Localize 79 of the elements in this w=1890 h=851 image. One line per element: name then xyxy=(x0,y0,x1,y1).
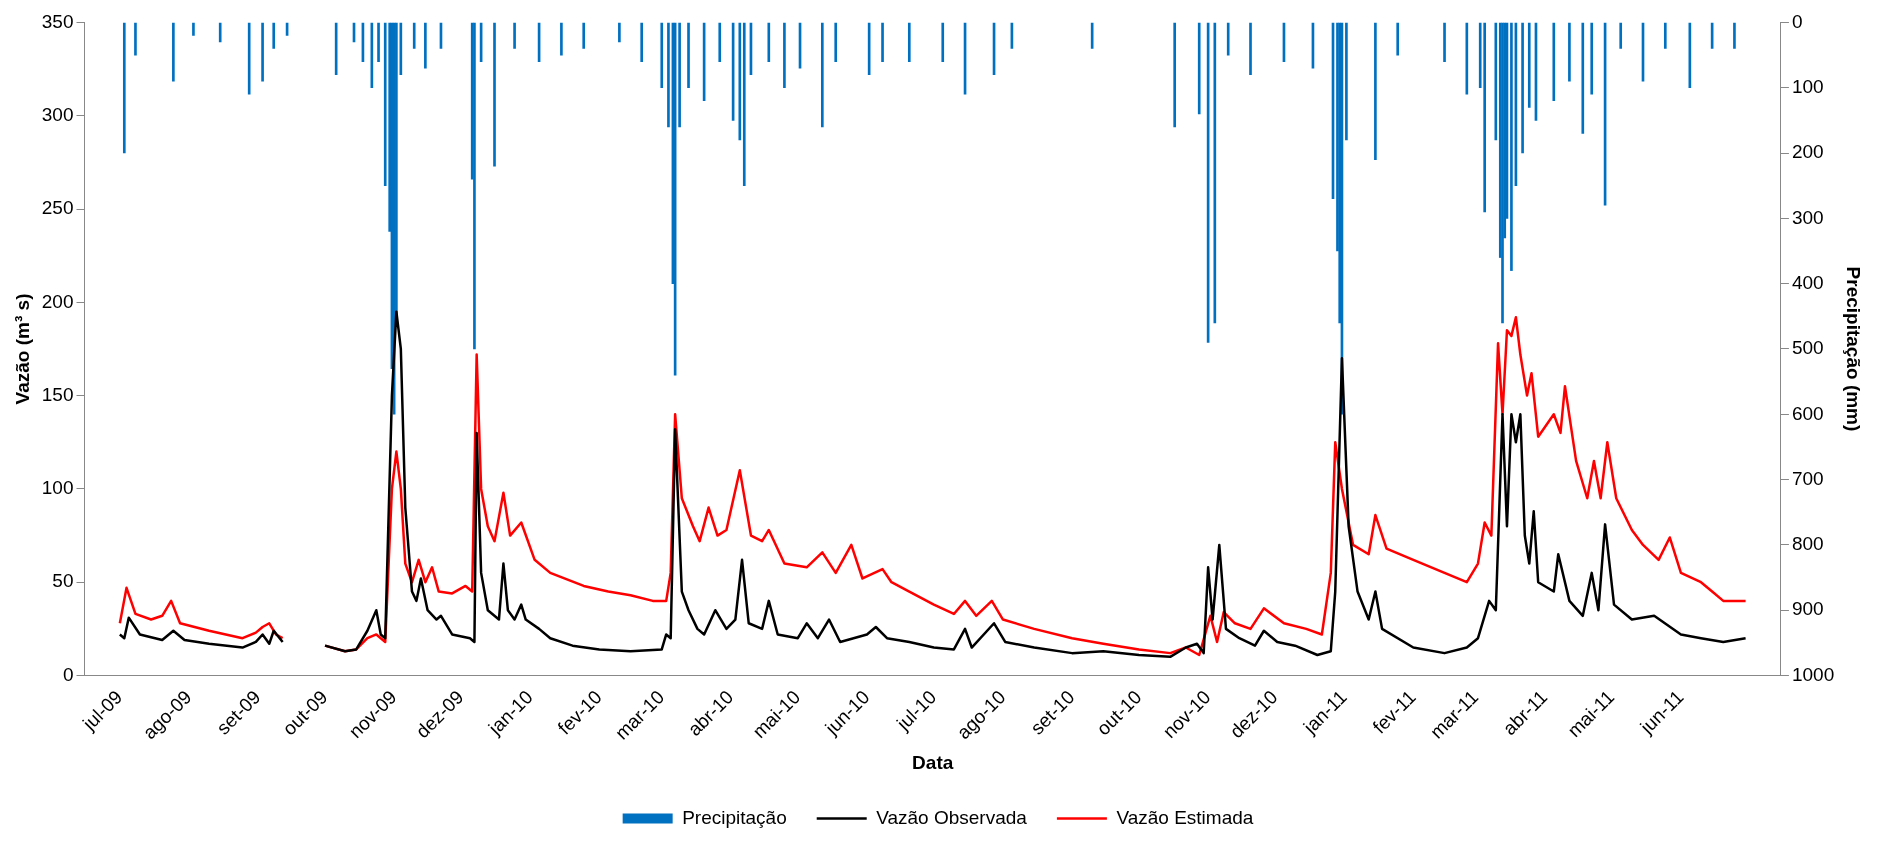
bar xyxy=(582,22,586,49)
y2-tick-label: 900 xyxy=(1791,598,1824,620)
y-tick-label: 100 xyxy=(41,477,74,499)
bar xyxy=(640,22,644,62)
y2-tick-label: 800 xyxy=(1791,533,1824,555)
bar xyxy=(1465,22,1469,95)
y-tick-label: 250 xyxy=(41,197,74,219)
bar xyxy=(513,22,516,49)
y2-tick-label: 100 xyxy=(1791,75,1824,97)
y-tick-label: 350 xyxy=(41,10,74,32)
y2-tick-label: 600 xyxy=(1791,402,1824,424)
bar xyxy=(192,22,195,36)
bar xyxy=(767,22,771,62)
y-axis-title: Vazão (m³ s) xyxy=(11,293,33,405)
bar xyxy=(742,22,746,187)
bar xyxy=(1345,22,1348,141)
legend-label: Vazão Estimada xyxy=(1116,806,1254,828)
bar xyxy=(424,22,427,69)
bar xyxy=(1581,22,1585,134)
bar xyxy=(1226,22,1230,56)
bar xyxy=(1483,22,1486,213)
bar xyxy=(1510,22,1513,271)
bar xyxy=(1663,22,1667,49)
bar xyxy=(1197,22,1201,115)
bar xyxy=(821,22,824,128)
bar xyxy=(1173,22,1177,128)
bar xyxy=(1443,22,1446,62)
bar xyxy=(1568,22,1571,82)
bar xyxy=(412,22,416,49)
y2-axis-title: Precipitação (mm) xyxy=(1843,266,1865,432)
bar xyxy=(941,22,945,62)
bar xyxy=(272,22,276,49)
bar xyxy=(172,22,175,82)
y2-tick-label: 500 xyxy=(1791,337,1824,359)
bar xyxy=(493,22,496,167)
bar xyxy=(1213,22,1217,324)
bar xyxy=(1527,22,1531,108)
bar xyxy=(377,22,380,62)
bar xyxy=(834,22,838,62)
bar xyxy=(783,22,786,89)
bar xyxy=(134,22,137,56)
legend-label: Precipitação xyxy=(682,806,787,828)
bar xyxy=(1552,22,1556,102)
y2-tick-label: 300 xyxy=(1791,206,1824,228)
y2-tick-label: 1000 xyxy=(1791,663,1835,685)
x-axis-title: Data xyxy=(912,751,954,773)
bar xyxy=(1590,22,1594,95)
bar xyxy=(473,22,476,350)
y2-tick-label: 200 xyxy=(1791,141,1824,163)
y2-tick-label: 700 xyxy=(1791,467,1824,489)
bar xyxy=(122,22,126,154)
bar xyxy=(667,22,670,128)
bar xyxy=(907,22,911,62)
bar xyxy=(218,22,222,43)
y-tick-label: 200 xyxy=(41,290,74,312)
y-tick-label: 50 xyxy=(52,570,74,592)
bar xyxy=(1249,22,1252,75)
y-tick-label: 0 xyxy=(62,663,74,685)
bar xyxy=(660,22,664,89)
bar xyxy=(1494,22,1498,141)
y-tick-label: 300 xyxy=(41,103,74,125)
bar xyxy=(247,22,251,95)
bar xyxy=(678,22,681,128)
bar xyxy=(560,22,563,56)
y2-tick-label: 0 xyxy=(1791,10,1803,32)
legend-label: Vazão Observada xyxy=(876,806,1028,828)
bar xyxy=(1619,22,1623,49)
bar xyxy=(687,22,690,89)
bar xyxy=(881,22,884,62)
bar xyxy=(261,22,264,82)
bar xyxy=(1521,22,1524,154)
bar xyxy=(738,22,742,141)
bar xyxy=(1733,22,1736,49)
y-tick-label: 150 xyxy=(41,383,74,405)
y2-tick-label: 400 xyxy=(1791,271,1824,293)
bar xyxy=(618,22,621,43)
bar xyxy=(718,22,722,62)
bar xyxy=(1396,22,1400,56)
bar xyxy=(1374,22,1377,160)
